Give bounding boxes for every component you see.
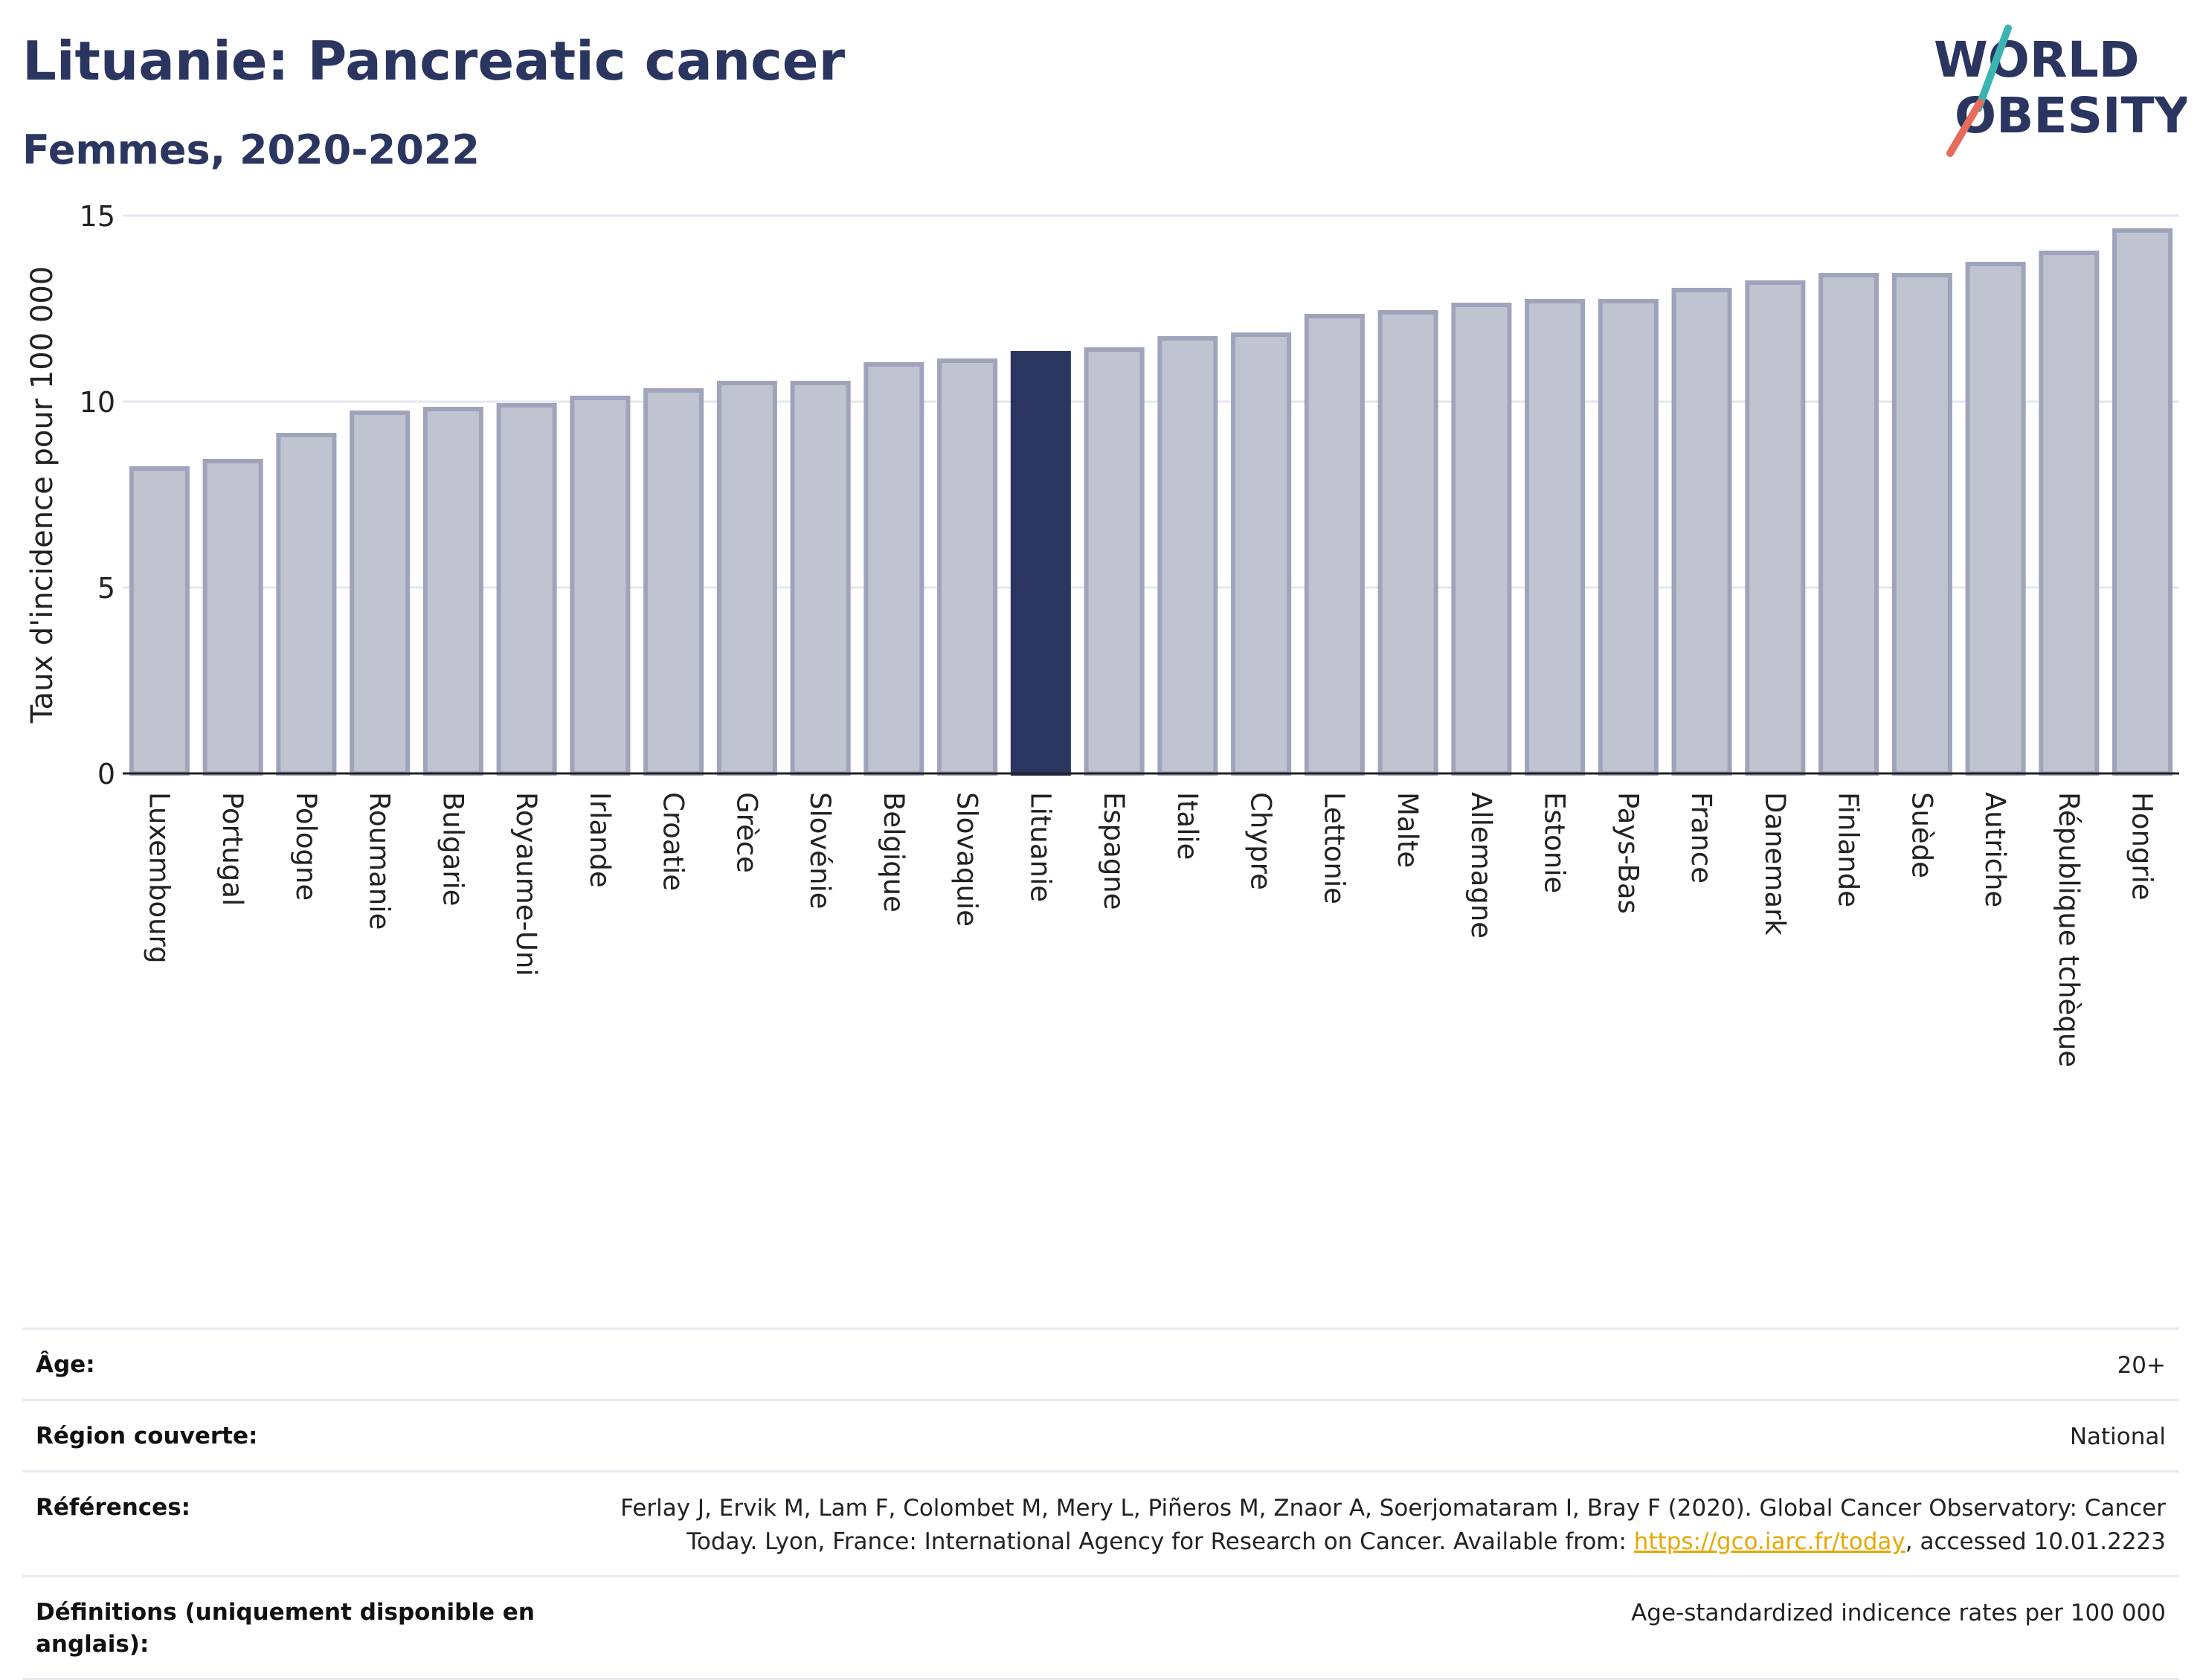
bar-estonie xyxy=(1525,299,1586,776)
bar-croatie xyxy=(643,388,704,776)
logo-line2: OBESITY xyxy=(1955,87,2187,144)
bar-allemagne xyxy=(1451,303,1512,776)
bar-slovaquie xyxy=(937,358,998,776)
world-obesity-logo: WORLD OBESITY xyxy=(1934,25,2187,157)
logo-slash-teal xyxy=(1975,25,2012,112)
bars xyxy=(129,228,2173,776)
x-tick-label: Allemagne xyxy=(1465,792,1497,939)
y-tick-label: 0 xyxy=(97,758,115,791)
x-tick-label: Lettonie xyxy=(1318,792,1350,904)
meta-definitions-label: Définitions (uniquement disponible en an… xyxy=(36,1598,535,1658)
x-tick-label: Malte xyxy=(1392,792,1424,868)
bar-italie xyxy=(1157,336,1218,776)
x-tick-label: Hongrie xyxy=(2126,792,2158,901)
bar-gr-ce xyxy=(716,381,777,776)
logo-slash-red xyxy=(1946,99,1984,157)
references-text: Ferlay J, Ervik M, Lam F, Colombet M, Me… xyxy=(620,1494,2166,1555)
bar-lituanie xyxy=(1010,351,1071,776)
x-tick-label: Italie xyxy=(1171,792,1203,860)
meta-row-references: Références: Ferlay J, Ervik M, Lam F, Co… xyxy=(22,1470,2179,1575)
metadata-table: Âge: 20+ Région couverte: National Référ… xyxy=(22,1327,2179,1680)
x-tick-label: Belgique xyxy=(878,792,910,913)
x-tick-label: Grèce xyxy=(730,792,762,873)
x-tick-label: Pays-Bas xyxy=(1612,792,1644,914)
bar-chart: 0 5 10 15 Luxembourg Portugal Pologne Roumanie… xyxy=(25,200,2179,1067)
meta-age-label: Âge: xyxy=(36,1351,95,1378)
meta-row-definitions: Définitions (uniquement disponible en an… xyxy=(22,1574,2179,1680)
x-tick-label: Finlande xyxy=(1833,792,1865,907)
x-tick-label: Irlande xyxy=(584,792,616,888)
logo-line1: WORLD xyxy=(1934,31,2140,88)
x-tick-label: République tchèque xyxy=(2053,792,2085,1067)
meta-region-value: National xyxy=(2069,1423,2166,1450)
x-tick-label: Slovaquie xyxy=(951,792,983,927)
x-tick-label: Chypre xyxy=(1245,792,1277,890)
bar-bulgarie xyxy=(422,407,483,776)
bar-belgique xyxy=(863,362,924,776)
meta-row-age: Âge: 20+ xyxy=(22,1327,2179,1399)
bar-lettonie xyxy=(1304,314,1365,776)
bar-france xyxy=(1671,288,1732,776)
bar-espagne xyxy=(1084,347,1145,776)
bar-su-de xyxy=(1891,273,1952,776)
x-tick-label: Pologne xyxy=(290,792,322,901)
x-tick-label: Slovénie xyxy=(804,792,836,910)
bar-slov-nie xyxy=(790,381,851,776)
y-tick-label: 5 xyxy=(97,572,115,605)
x-tick-label: Roumanie xyxy=(364,792,396,930)
meta-references-label: Références: xyxy=(36,1493,191,1521)
x-tick-label: Portugal xyxy=(216,792,248,906)
bar-royaume-uni xyxy=(496,403,557,776)
bar-pologne xyxy=(276,433,337,776)
y-tick-labels: 0 5 10 15 xyxy=(80,200,115,791)
bar-roumanie xyxy=(350,411,411,776)
y-tick-label: 15 xyxy=(80,200,115,233)
bar-pays-bas xyxy=(1598,299,1659,776)
x-tick-label: Croatie xyxy=(657,792,689,891)
page-title: Lituanie: Pancreatic cancer xyxy=(22,30,846,92)
x-tick-label: Espagne xyxy=(1098,792,1130,910)
bar-chypre xyxy=(1231,332,1292,776)
y-tick-label: 10 xyxy=(80,386,115,419)
bar-danemark xyxy=(1745,280,1806,776)
x-tick-label: France xyxy=(1685,792,1717,884)
x-tick-label: Autriche xyxy=(1979,792,2011,907)
bar-portugal xyxy=(202,459,263,776)
bar-luxembourg xyxy=(129,466,190,776)
meta-age-value: 20+ xyxy=(2117,1352,2166,1379)
bar-irlande xyxy=(570,396,631,776)
bar-autriche xyxy=(1965,262,2026,776)
page-subtitle: Femmes, 2020-2022 xyxy=(22,126,480,173)
x-tick-label: Danemark xyxy=(1759,792,1791,936)
meta-region-label: Région couverte: xyxy=(36,1422,258,1449)
x-tick-label: Bulgarie xyxy=(437,792,469,907)
x-tick-label: Lituanie xyxy=(1024,792,1056,902)
y-axis-label: Taux d'incidence pour 100 000 xyxy=(25,266,59,724)
meta-row-region: Région couverte: National xyxy=(22,1398,2179,1470)
x-tick-label: Estonie xyxy=(1539,792,1571,893)
meta-definitions-value: Age-standardized indicence rates per 100… xyxy=(1631,1599,2166,1626)
references-link[interactable]: https://gco.iarc.fr/today xyxy=(1633,1528,1905,1555)
references-accessed: , accessed 10.01.2223 xyxy=(1905,1528,2166,1555)
meta-references-value: Ferlay J, Ervik M, Lam F, Colombet M, Me… xyxy=(570,1492,2166,1559)
bar-malte xyxy=(1377,310,1438,776)
x-tick-label: Luxembourg xyxy=(143,792,175,964)
bar-finlande xyxy=(1818,273,1879,776)
x-tick-labels: Luxembourg Portugal Pologne Roumanie Bulgari… xyxy=(143,792,2158,1067)
bar-hongrie xyxy=(2112,228,2173,776)
bar-r-publique-tch-que xyxy=(2039,251,2100,776)
x-tick-label: Suède xyxy=(1905,792,1937,878)
x-tick-label: Royaume-Uni xyxy=(510,792,542,976)
